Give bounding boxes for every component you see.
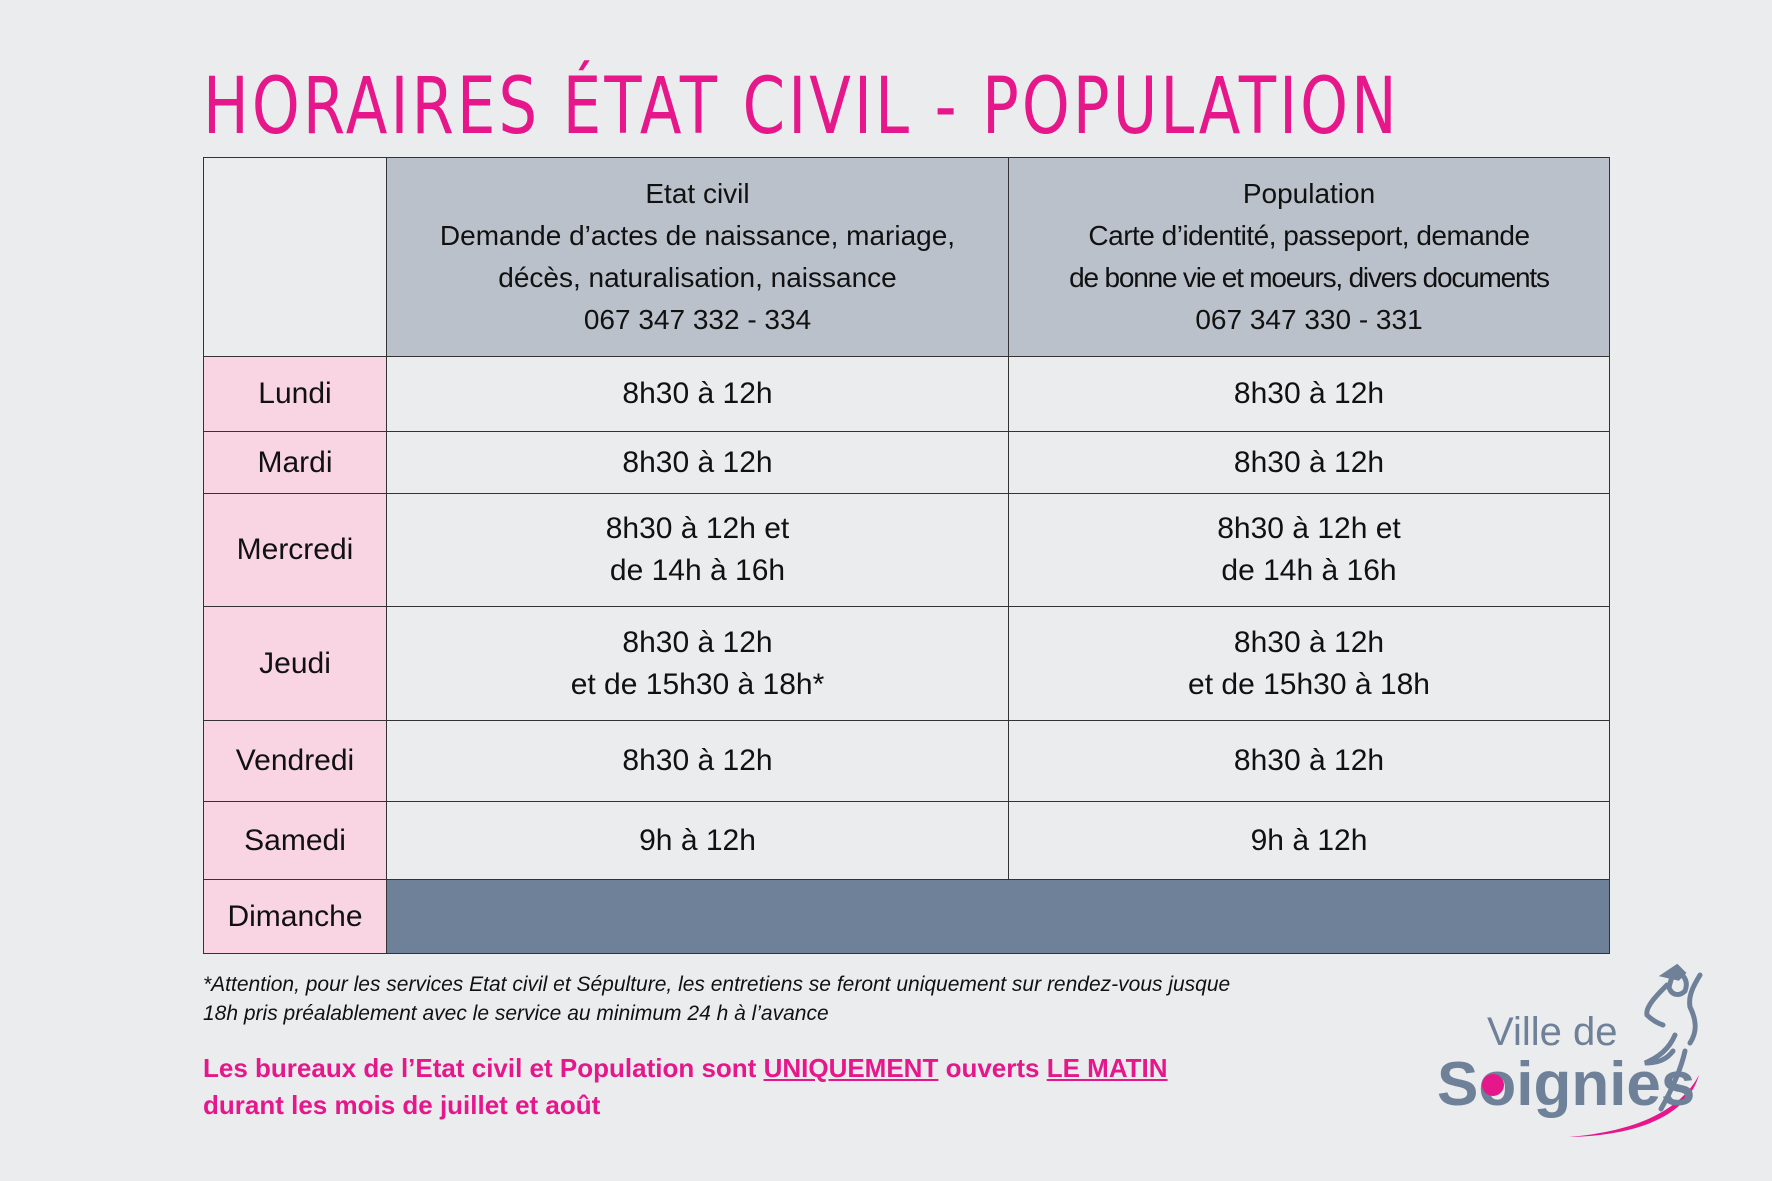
hours-line: 8h30 à 12h [622, 445, 773, 479]
notice-emphasis: UNIQUEMENT [763, 1053, 939, 1083]
soignies-logo: Ville de Soignies [1437, 963, 1703, 1137]
column-desc: décès, naturalisation, naissance [498, 262, 897, 293]
hours-cell-pop: 8h30 à 12h et de 14h à 16h [1008, 493, 1610, 607]
column-title: Etat civil [645, 178, 750, 209]
hours-line: et de 15h30 à 18h* [570, 667, 825, 701]
column-title: Population [1242, 178, 1376, 209]
table-row: Jeudi 8h30 à 12h et de 15h30 à 18h* 8h30 à … [203, 606, 1610, 721]
hours-line: et de 15h30 à 18h [1188, 667, 1430, 701]
column-desc: de bonne vie et moeurs, divers documents [1069, 262, 1550, 293]
hours-line: de 14h à 16h [1221, 554, 1397, 587]
page-title: HORAIRES ÉTAT CIVIL - POPULATION [203, 62, 1400, 152]
hours-line: 8h30 à 12h [1233, 445, 1385, 479]
hours-line: 9h à 12h [1250, 823, 1368, 857]
table-row: Mardi 8h30 à 12h 8h30 à 12h [203, 431, 1610, 494]
day-cell: Dimanche [203, 879, 387, 954]
hours-line: 8h30 à 12h [622, 377, 773, 410]
notice-emphasis: LE MATIN [1046, 1053, 1168, 1083]
hours-cell-pop: 8h30 à 12h et de 15h30 à 18h [1008, 606, 1610, 721]
hours-cell-pop: 8h30 à 12h [1008, 356, 1610, 432]
notice-text: durant les mois de juillet et août [203, 1090, 601, 1120]
day-cell: Mercredi [203, 493, 387, 607]
hours-cell-etat: 8h30 à 12h [386, 431, 1009, 494]
hours-cell-etat: 8h30 à 12h [386, 720, 1009, 802]
day-cell: Vendredi [203, 720, 387, 802]
footnote-line: *Attention, pour les services Etat civil… [203, 973, 1231, 996]
column-phone: 067 347 330 - 331 [1195, 304, 1423, 335]
column-phone: 067 347 332 - 334 [583, 304, 812, 335]
day-cell: Mardi [203, 431, 387, 494]
hours-line: 8h30 à 12h [622, 744, 773, 777]
header-population: Population Carte d’identité, passeport, … [1008, 157, 1610, 357]
hours-line: 9h à 12h [639, 823, 756, 857]
corner-cell [203, 157, 387, 357]
hours-line: 8h30 à 12h [1233, 744, 1385, 777]
hours-line: de 14h à 16h [609, 554, 786, 587]
day-cell: Samedi [203, 801, 387, 880]
hours-line: 8h30 à 12h et [1217, 512, 1401, 545]
summer-notice: Les bureaux de l’Etat civil et Populatio… [203, 1050, 1168, 1124]
footnote: *Attention, pour les services Etat civil… [203, 970, 1403, 1028]
table-row: Samedi 9h à 12h 9h à 12h [203, 801, 1610, 880]
hours-cell-etat: 8h30 à 12h et de 14h à 16h [386, 493, 1009, 607]
schedule-table: Etat civil Demande d’actes de naissance,… [203, 157, 1610, 954]
day-cell: Jeudi [203, 606, 387, 721]
hours-line: 8h30 à 12h et [605, 512, 790, 545]
column-desc: Carte d’identité, passeport, demande [1088, 220, 1530, 251]
hours-cell-pop: 8h30 à 12h [1008, 720, 1610, 802]
column-desc: Demande d’actes de naissance, mariage, [439, 220, 956, 251]
notice-text: Les bureaux de l’Etat civil et Populatio… [203, 1053, 764, 1083]
notice-text: ouverts [938, 1053, 1047, 1083]
closed-cell [386, 879, 1610, 954]
day-cell: Lundi [203, 356, 387, 432]
logo-line2: Soignies [1437, 1050, 1695, 1119]
hours-line: 8h30 à 12h [1233, 377, 1385, 410]
hours-cell-etat: 9h à 12h [386, 801, 1009, 880]
header-etat-civil: Etat civil Demande d’actes de naissance,… [386, 157, 1009, 357]
hours-line: 8h30 à 12h [1233, 625, 1385, 659]
hours-line: 8h30 à 12h [622, 625, 773, 659]
hours-cell-etat: 8h30 à 12h et de 15h30 à 18h* [386, 606, 1009, 721]
table-row: Mercredi 8h30 à 12h et de 14h à 16h 8h30 à … [203, 493, 1610, 607]
table-row: Dimanche [203, 879, 1610, 954]
logo-line1: Ville de [1487, 1010, 1617, 1054]
hours-cell-pop: 8h30 à 12h [1008, 431, 1610, 494]
table-row: Lundi 8h30 à 12h 8h30 à 12h [203, 356, 1610, 432]
hours-cell-etat: 8h30 à 12h [386, 356, 1009, 432]
hours-cell-pop: 9h à 12h [1008, 801, 1610, 880]
table-row: Vendredi 8h30 à 12h 8h30 à 12h [203, 720, 1610, 802]
footnote-line: 18h pris préalablement avec le service a… [203, 1002, 829, 1025]
